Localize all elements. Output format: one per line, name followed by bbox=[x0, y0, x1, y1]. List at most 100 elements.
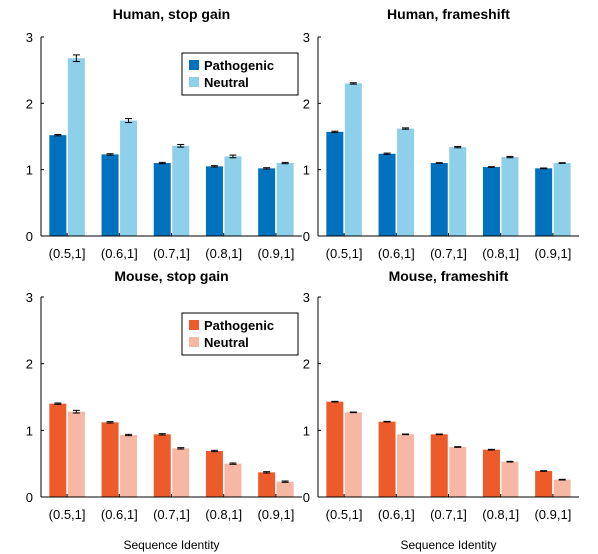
chart-panel: Mouse, frameshift (0.5,1] (0.6,1] (0.7,1] (0… bbox=[303, 268, 579, 552]
error-bar bbox=[210, 449, 218, 453]
error-bar bbox=[177, 143, 185, 148]
x-tick-label: (0.9,1] bbox=[534, 507, 571, 522]
legend-box bbox=[181, 312, 299, 356]
y-tick-label: 2 bbox=[303, 96, 310, 111]
chart-title: Human, stop gain bbox=[113, 6, 230, 22]
legend-swatch bbox=[189, 77, 199, 87]
x-tick-label: (0.8,1] bbox=[482, 507, 519, 522]
chart-panel: Mouse, stop gain (0.5,1] (0.6,1] (0.7,1] (0.… bbox=[26, 268, 302, 552]
y-tick-label: 2 bbox=[303, 357, 310, 372]
error-bar bbox=[454, 145, 462, 149]
legend-label: Neutral bbox=[204, 335, 249, 350]
legend-swatch bbox=[189, 320, 199, 330]
error-bar bbox=[558, 478, 566, 481]
bar-pathogenic bbox=[430, 434, 448, 497]
bar-neutral bbox=[397, 128, 415, 236]
y-tick-label: 0 bbox=[303, 490, 310, 505]
x-tick-label: (0.9,1] bbox=[534, 246, 571, 261]
legend-box bbox=[181, 52, 299, 96]
bar-pathogenic bbox=[101, 422, 119, 497]
error-bar bbox=[402, 127, 410, 130]
error-bar bbox=[435, 162, 443, 164]
bar-neutral bbox=[344, 412, 362, 497]
x-tick-label: (0.8,1] bbox=[482, 246, 519, 261]
legend-swatch bbox=[189, 60, 199, 70]
error-bar bbox=[125, 433, 133, 437]
legend: Pathogenic Neutral bbox=[181, 312, 299, 356]
y-tick-label: 1 bbox=[303, 163, 310, 178]
y-tick-label: 2 bbox=[26, 96, 33, 111]
bar-neutral bbox=[120, 120, 138, 236]
bar-pathogenic bbox=[482, 167, 500, 236]
error-bar bbox=[349, 411, 357, 414]
legend-label: Neutral bbox=[204, 75, 249, 90]
legend: Pathogenic Neutral bbox=[181, 52, 299, 96]
bar-pathogenic bbox=[153, 434, 171, 497]
bar-neutral bbox=[67, 411, 85, 497]
error-bar bbox=[125, 118, 133, 124]
x-tick-label: (0.7,1] bbox=[430, 507, 467, 522]
x-tick-label: (0.6,1] bbox=[378, 246, 415, 261]
x-tick-label: (0.8,1] bbox=[205, 246, 242, 261]
error-bar bbox=[263, 471, 271, 474]
bar-neutral bbox=[397, 434, 415, 497]
y-tick-label: 0 bbox=[303, 229, 310, 244]
error-bar bbox=[349, 82, 357, 85]
error-bar bbox=[435, 433, 443, 436]
y-tick-label: 3 bbox=[303, 290, 310, 305]
x-tick-label: (0.6,1] bbox=[101, 246, 138, 261]
bar-pathogenic bbox=[49, 135, 67, 236]
bar-pathogenic bbox=[258, 472, 276, 497]
bar-pathogenic bbox=[205, 166, 223, 236]
bar-pathogenic bbox=[378, 421, 396, 497]
bar-neutral bbox=[172, 448, 190, 497]
y-tick-label: 2 bbox=[26, 357, 33, 372]
y-tick-label: 0 bbox=[26, 490, 33, 505]
bar-pathogenic bbox=[378, 153, 396, 236]
bar-pathogenic bbox=[535, 471, 553, 497]
error-bar bbox=[331, 400, 339, 403]
y-tick-label: 3 bbox=[26, 290, 33, 305]
bar-pathogenic bbox=[326, 131, 344, 236]
bar-neutral bbox=[344, 83, 362, 236]
chart-panel: Human, frameshift (0.5,1] (0.6,1] (0.7,1] (0… bbox=[303, 6, 579, 261]
bar-neutral bbox=[501, 461, 519, 497]
y-tick-label: 1 bbox=[303, 423, 310, 438]
bar-neutral bbox=[120, 435, 138, 497]
error-bar bbox=[383, 152, 391, 155]
error-bar bbox=[177, 447, 185, 450]
x-tick-label: (0.5,1] bbox=[326, 246, 363, 261]
error-bar bbox=[158, 161, 166, 165]
x-tick-label: (0.6,1] bbox=[378, 507, 415, 522]
y-tick-label: 1 bbox=[26, 163, 33, 178]
bar-neutral bbox=[224, 463, 242, 497]
error-bar bbox=[383, 420, 391, 423]
bar-neutral bbox=[276, 481, 294, 497]
bar-neutral bbox=[172, 145, 190, 236]
error-bar bbox=[506, 155, 514, 159]
bar-neutral bbox=[67, 58, 85, 236]
error-bar bbox=[281, 480, 289, 483]
bar-pathogenic bbox=[482, 449, 500, 497]
error-bar bbox=[106, 153, 114, 156]
chart-title: Mouse, frameshift bbox=[389, 268, 509, 284]
bar-neutral bbox=[553, 479, 571, 497]
bar-pathogenic bbox=[205, 451, 223, 497]
x-tick-label: (0.5,1] bbox=[49, 507, 86, 522]
legend-swatch bbox=[189, 337, 199, 347]
x-tick-label: (0.8,1] bbox=[205, 507, 242, 522]
bar-pathogenic bbox=[101, 154, 119, 236]
x-axis-label: Sequence Identity bbox=[123, 538, 219, 552]
error-bar bbox=[487, 448, 495, 451]
error-bar bbox=[210, 165, 218, 168]
chart-panel: Human, stop gain (0.5,1] (0.6,1] (0.7,1] (0.… bbox=[26, 6, 302, 261]
bar-neutral bbox=[553, 163, 571, 236]
error-bar bbox=[106, 421, 114, 424]
error-bar bbox=[54, 402, 62, 405]
bar-neutral bbox=[224, 156, 242, 236]
bar-neutral bbox=[449, 147, 467, 236]
error-bar bbox=[506, 460, 514, 463]
y-tick-label: 3 bbox=[26, 30, 33, 45]
bar-neutral bbox=[449, 447, 467, 497]
